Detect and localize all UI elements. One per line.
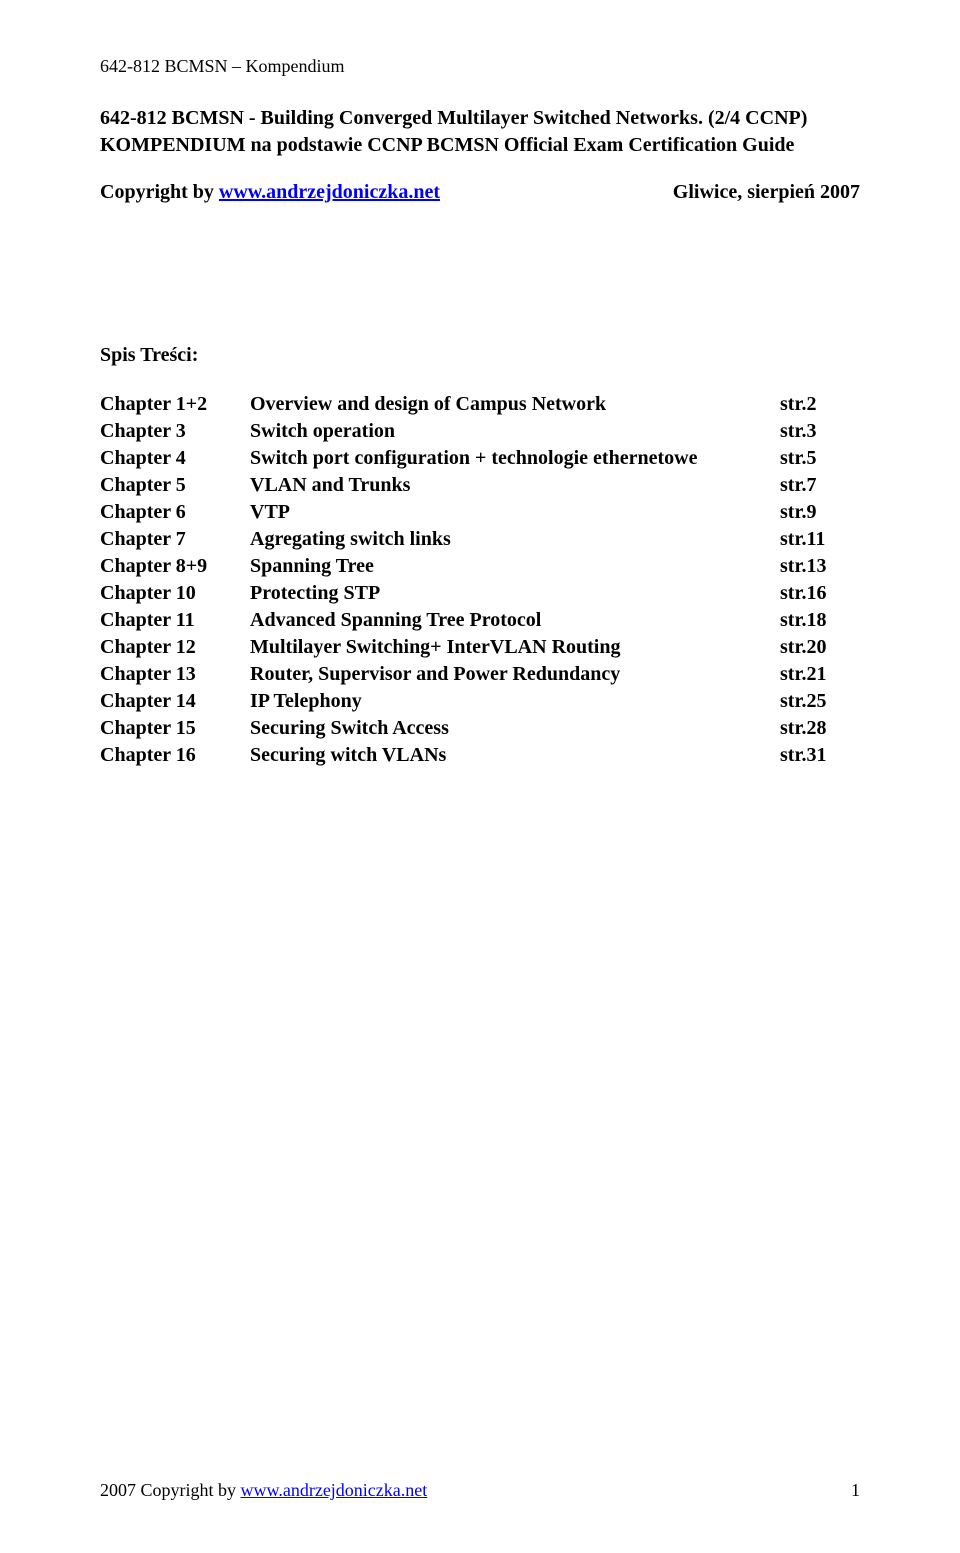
footer: 2007 Copyright by www.andrzejdoniczka.ne…: [100, 1480, 860, 1501]
toc-list: Chapter 1+2Overview and design of Campus…: [100, 391, 860, 769]
toc-row: Chapter 4Switch port configuration + tec…: [100, 445, 860, 472]
location-date: Gliwice, sierpień 2007: [673, 181, 860, 204]
toc-page: str.3: [780, 418, 860, 445]
copyright-row: Copyright by www.andrzejdoniczka.net Gli…: [100, 181, 860, 204]
copyright-left: Copyright by www.andrzejdoniczka.net: [100, 181, 440, 204]
toc-page: str.9: [780, 499, 860, 526]
toc-heading: Spis Treści:: [100, 344, 860, 367]
toc-page: str.18: [780, 607, 860, 634]
toc-page: str.2: [780, 391, 860, 418]
toc-title: Switch operation: [250, 418, 780, 445]
toc-page: str.11: [780, 526, 860, 553]
toc-chapter: Chapter 1+2: [100, 391, 250, 418]
toc-chapter: Chapter 14: [100, 688, 250, 715]
toc-page: str.20: [780, 634, 860, 661]
toc-row: Chapter 6VTPstr.9: [100, 499, 860, 526]
toc-title: Agregating switch links: [250, 526, 780, 553]
toc-row: Chapter 12Multilayer Switching+ InterVLA…: [100, 634, 860, 661]
toc-row: Chapter 15Securing Switch Accessstr.28: [100, 715, 860, 742]
toc-row: Chapter 16Securing witch VLANsstr.31: [100, 742, 860, 769]
toc-page: str.21: [780, 661, 860, 688]
toc-chapter: Chapter 6: [100, 499, 250, 526]
toc-chapter: Chapter 4: [100, 445, 250, 472]
title-line-2: KOMPENDIUM na podstawie CCNP BCMSN Offic…: [100, 132, 860, 159]
toc-chapter: Chapter 3: [100, 418, 250, 445]
toc-title: Router, Supervisor and Power Redundancy: [250, 661, 780, 688]
toc-page: str.13: [780, 553, 860, 580]
toc-chapter: Chapter 10: [100, 580, 250, 607]
page-header: 642-812 BCMSN – Kompendium: [100, 56, 860, 77]
toc-row: Chapter 13Router, Supervisor and Power R…: [100, 661, 860, 688]
copyright-link[interactable]: www.andrzejdoniczka.net: [219, 181, 440, 203]
copyright-prefix: Copyright by: [100, 181, 219, 203]
toc-page: str.16: [780, 580, 860, 607]
toc-title: Securing witch VLANs: [250, 742, 780, 769]
footer-link[interactable]: www.andrzejdoniczka.net: [241, 1480, 428, 1500]
title-block: 642-812 BCMSN - Building Converged Multi…: [100, 105, 860, 159]
toc-title: VLAN and Trunks: [250, 472, 780, 499]
toc-row: Chapter 7Agregating switch linksstr.11: [100, 526, 860, 553]
toc-row: Chapter 8+9Spanning Treestr.13: [100, 553, 860, 580]
toc-title: VTP: [250, 499, 780, 526]
toc-page: str.5: [780, 445, 860, 472]
toc-chapter: Chapter 16: [100, 742, 250, 769]
document-page: 642-812 BCMSN – Kompendium 642-812 BCMSN…: [0, 0, 960, 1553]
toc-title: Securing Switch Access: [250, 715, 780, 742]
toc-page: str.7: [780, 472, 860, 499]
toc-title: Switch port configuration + technologie …: [250, 445, 780, 472]
title-line-1: 642-812 BCMSN - Building Converged Multi…: [100, 105, 860, 132]
toc-page: str.31: [780, 742, 860, 769]
footer-page-number: 1: [851, 1480, 860, 1501]
footer-prefix: 2007 Copyright by: [100, 1480, 241, 1500]
toc-title: Advanced Spanning Tree Protocol: [250, 607, 780, 634]
toc-page: str.25: [780, 688, 860, 715]
toc-row: Chapter 5VLAN and Trunksstr.7: [100, 472, 860, 499]
toc-row: Chapter 1+2Overview and design of Campus…: [100, 391, 860, 418]
toc-chapter: Chapter 5: [100, 472, 250, 499]
toc-title: Protecting STP: [250, 580, 780, 607]
toc-row: Chapter 10Protecting STPstr.16: [100, 580, 860, 607]
toc-title: IP Telephony: [250, 688, 780, 715]
footer-left: 2007 Copyright by www.andrzejdoniczka.ne…: [100, 1480, 427, 1501]
toc-page: str.28: [780, 715, 860, 742]
toc-chapter: Chapter 8+9: [100, 553, 250, 580]
toc-chapter: Chapter 11: [100, 607, 250, 634]
toc-chapter: Chapter 12: [100, 634, 250, 661]
toc-chapter: Chapter 7: [100, 526, 250, 553]
toc-row: Chapter 14IP Telephonystr.25: [100, 688, 860, 715]
toc-chapter: Chapter 15: [100, 715, 250, 742]
toc-row: Chapter 3Switch operationstr.3: [100, 418, 860, 445]
toc-title: Overview and design of Campus Network: [250, 391, 780, 418]
toc-title: Multilayer Switching+ InterVLAN Routing: [250, 634, 780, 661]
toc-chapter: Chapter 13: [100, 661, 250, 688]
toc-row: Chapter 11Advanced Spanning Tree Protoco…: [100, 607, 860, 634]
toc-title: Spanning Tree: [250, 553, 780, 580]
